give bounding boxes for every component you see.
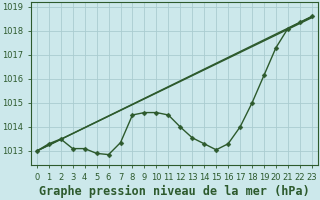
X-axis label: Graphe pression niveau de la mer (hPa): Graphe pression niveau de la mer (hPa) (39, 185, 310, 198)
